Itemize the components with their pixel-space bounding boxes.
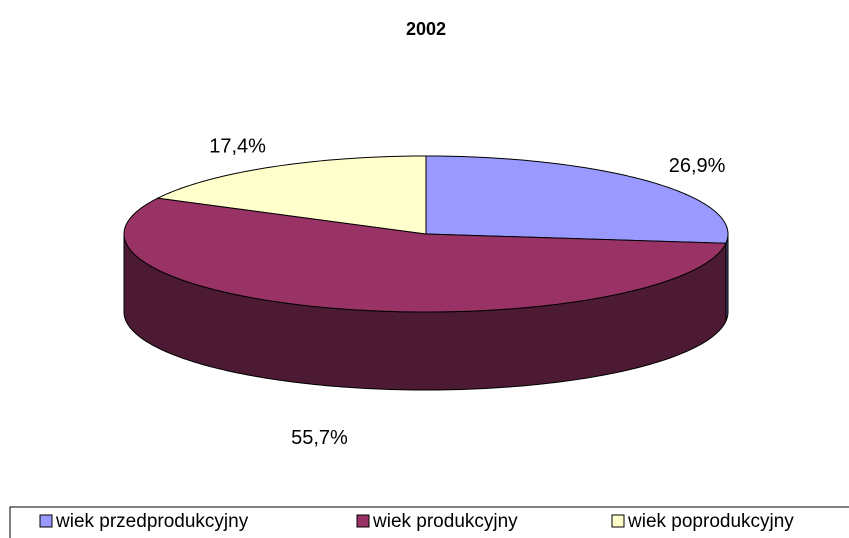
legend-swatch xyxy=(611,514,625,528)
chart-title: 2002 xyxy=(406,19,446,39)
slice xyxy=(123,197,727,313)
legend-swatch xyxy=(356,514,370,528)
data-label: 26,9% xyxy=(669,155,726,177)
slice xyxy=(156,155,427,235)
slice xyxy=(425,155,729,244)
data-label: 17,4% xyxy=(209,136,266,158)
legend-label: wiek poprodukcyjny xyxy=(627,511,794,532)
legend-label: wiek przedprodukcyjny xyxy=(55,511,249,532)
data-label: 55,7% xyxy=(291,427,348,449)
legend-label: wiek produkcyjny xyxy=(372,511,518,532)
legend-swatch xyxy=(39,514,53,528)
legend-frame xyxy=(9,506,849,538)
